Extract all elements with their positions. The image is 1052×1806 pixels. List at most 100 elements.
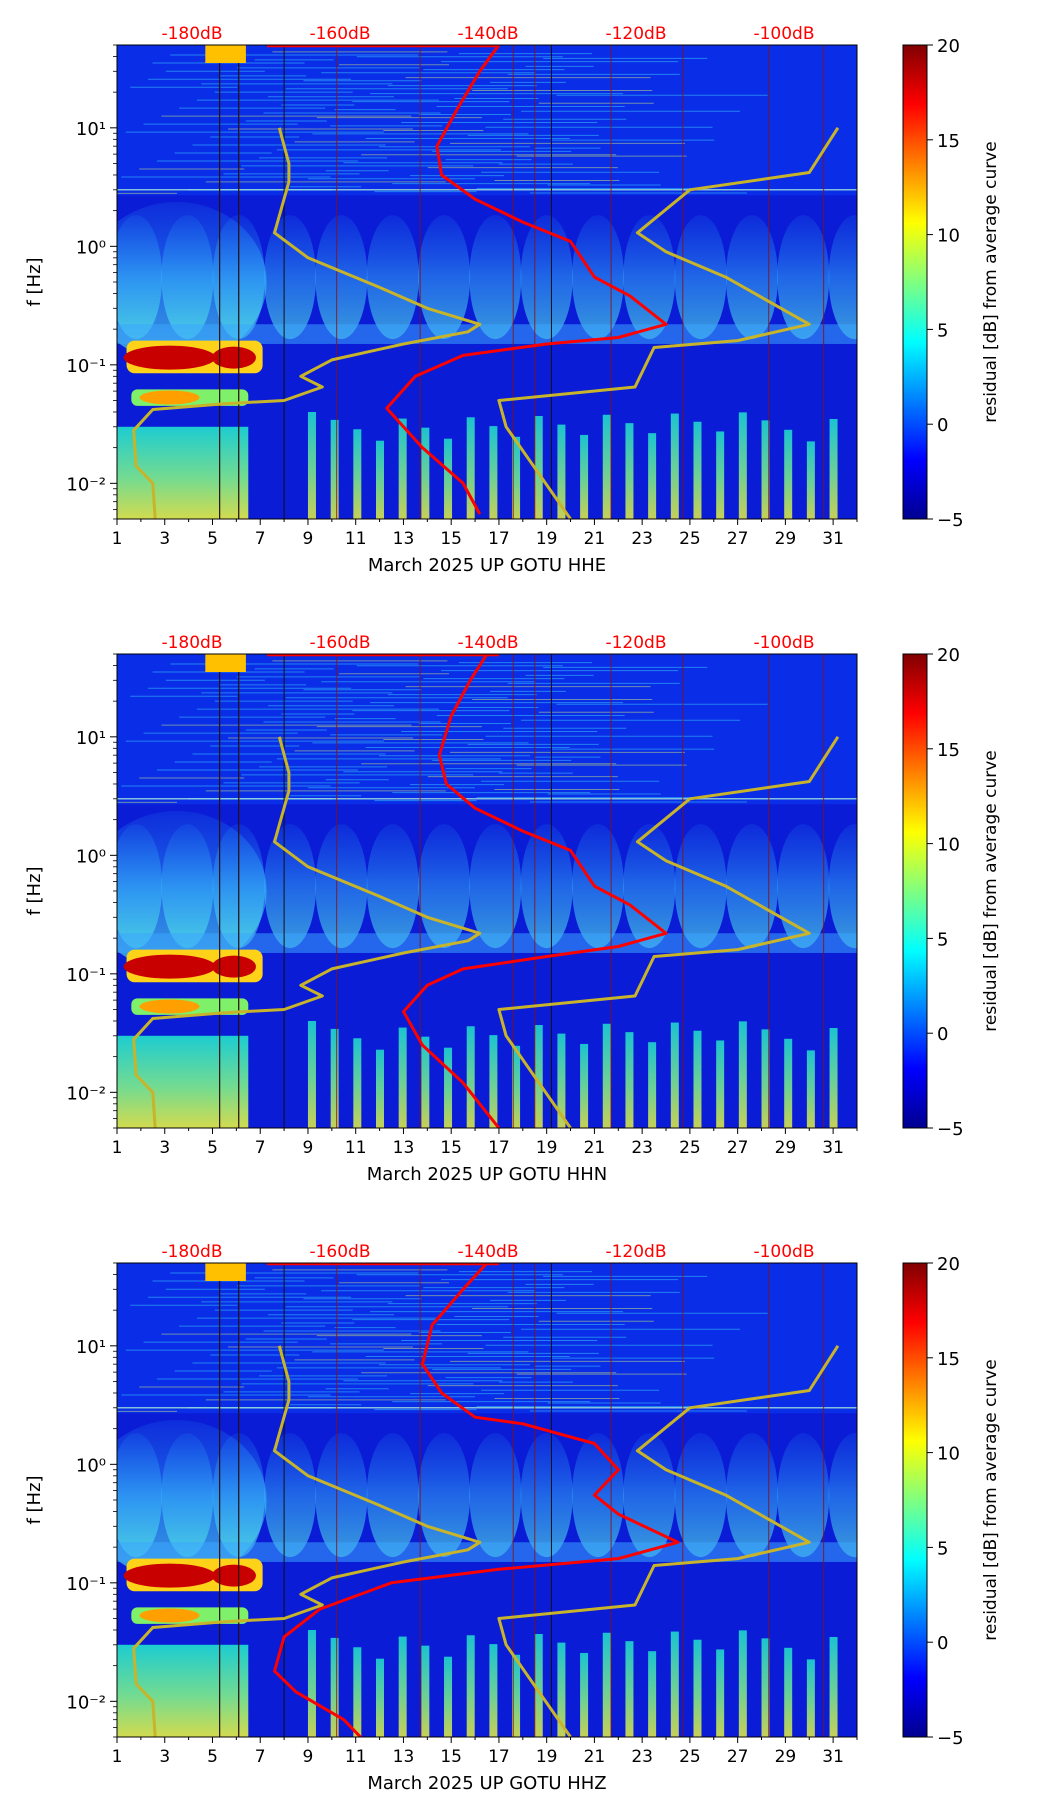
- x-tick-label: 17: [488, 1747, 510, 1767]
- event-column: [625, 1641, 634, 1737]
- event-column: [580, 1043, 589, 1128]
- colorbar: [902, 1262, 928, 1738]
- plot-area: [117, 1263, 857, 1737]
- x-tick-label: 9: [303, 1138, 314, 1158]
- db-scale-label: -140dB: [457, 24, 518, 44]
- x-tick-label: 21: [584, 1138, 606, 1158]
- microseism-cloud: [674, 824, 727, 949]
- microseism-cloud: [117, 811, 267, 971]
- event-column: [602, 414, 611, 519]
- event-column: [444, 1047, 453, 1128]
- microseism-cloud: [264, 1433, 317, 1558]
- db-scale-label: -140dB: [457, 633, 518, 653]
- microseism-cloud: [828, 824, 857, 949]
- microseism-cloud: [520, 824, 573, 949]
- y-tick-label: 10⁻¹: [66, 1574, 106, 1595]
- colorbar-tick-label: −5: [937, 1119, 964, 1140]
- y-tick-label: 10¹: [76, 119, 106, 140]
- microseism-cloud: [623, 824, 676, 949]
- event-column: [307, 1629, 316, 1737]
- x-tick-label: 23: [631, 1138, 653, 1158]
- colorbar-tick-label: 20: [937, 645, 960, 666]
- plot-area: [117, 654, 857, 1128]
- x-tick-label: 23: [631, 1747, 653, 1767]
- event-column: [648, 433, 657, 519]
- y-tick-label: 10⁰: [76, 846, 106, 867]
- microseism-cloud: [777, 824, 830, 949]
- event-column: [693, 421, 702, 519]
- x-tick-label: 27: [727, 1747, 749, 1767]
- event-column: [307, 1020, 316, 1128]
- event-column: [330, 1028, 339, 1128]
- x-axis-label: March 2025 UP GOTU HHN: [367, 1164, 607, 1185]
- swell-peak-core: [211, 346, 256, 369]
- event-column: [444, 438, 453, 519]
- x-tick-label: 27: [727, 1138, 749, 1158]
- y-axis-label: f [Hz]: [24, 866, 45, 915]
- psd-average-curve: [385, 45, 668, 515]
- event-column: [829, 419, 838, 519]
- db-scale-label: -120dB: [605, 24, 666, 44]
- primary-microseism-band: [117, 1542, 857, 1562]
- event-column: [761, 1638, 770, 1737]
- low-peak-core: [139, 999, 200, 1014]
- microseism-cloud: [264, 215, 317, 340]
- event-column: [580, 1652, 589, 1737]
- x-tick-label: 11: [345, 529, 367, 549]
- event-column: [761, 1029, 770, 1128]
- x-tick-label: 19: [536, 1747, 558, 1767]
- event-column: [625, 423, 634, 519]
- db-scale-label: -100dB: [753, 24, 814, 44]
- colorbar-tick-label: 0: [937, 1024, 948, 1045]
- microseism-cloud: [674, 215, 727, 340]
- x-tick-label: 15: [440, 1747, 462, 1767]
- psd-average-curve: [402, 654, 668, 1128]
- microseism-cloud: [725, 824, 778, 949]
- x-tick-label: 19: [536, 1138, 558, 1158]
- event-column: [648, 1651, 657, 1737]
- microseism-cloud: [777, 215, 830, 340]
- x-axis-label: March 2025 UP GOTU HHE: [368, 555, 606, 576]
- event-column: [534, 415, 543, 519]
- y-axis-label: f [Hz]: [24, 257, 45, 306]
- colorbar-tick-label: 15: [937, 740, 960, 761]
- db-scale-label: -160dB: [309, 1242, 370, 1262]
- event-column: [602, 1632, 611, 1737]
- x-tick-label: 1: [112, 1138, 123, 1158]
- colorbar-tick-label: −5: [937, 1728, 964, 1749]
- microseism-cloud: [117, 1420, 267, 1580]
- colorbar-tick-label: −5: [937, 510, 964, 531]
- event-column: [512, 1654, 521, 1737]
- primary-microseism-band: [117, 324, 857, 344]
- event-column: [421, 1645, 430, 1737]
- db-scale-label: -100dB: [753, 633, 814, 653]
- x-tick-label: 25: [679, 529, 701, 549]
- event-column: [580, 434, 589, 519]
- colorbar: [902, 653, 928, 1129]
- event-column: [307, 411, 316, 519]
- colorbar-tick-label: 5: [937, 1538, 948, 1559]
- db-scale-label: -160dB: [309, 633, 370, 653]
- event-column: [444, 1656, 453, 1737]
- colorbar-tick-label: 20: [937, 1254, 960, 1275]
- colorbar-tick-label: 20: [937, 36, 960, 57]
- event-column: [602, 1023, 611, 1128]
- low-frequency-noise: [117, 1644, 249, 1737]
- colorbar-tick-label: 5: [937, 929, 948, 950]
- x-tick-label: 17: [488, 1138, 510, 1158]
- colorbar-tick-label: 15: [937, 131, 960, 152]
- event-column: [466, 1635, 475, 1737]
- colorbar-label: residual [dB] from average curve: [981, 1359, 1001, 1640]
- colorbar-tick-label: 10: [937, 1444, 960, 1465]
- colorbar-tick-label: 10: [937, 835, 960, 856]
- microseism-cloud: [366, 1433, 419, 1558]
- event-column: [761, 420, 770, 519]
- event-column: [670, 1631, 679, 1737]
- x-tick-label: 21: [584, 1747, 606, 1767]
- event-column: [353, 1647, 362, 1737]
- microseism-cloud: [725, 1433, 778, 1558]
- event-column: [376, 1049, 384, 1128]
- microseism-cloud: [315, 824, 368, 949]
